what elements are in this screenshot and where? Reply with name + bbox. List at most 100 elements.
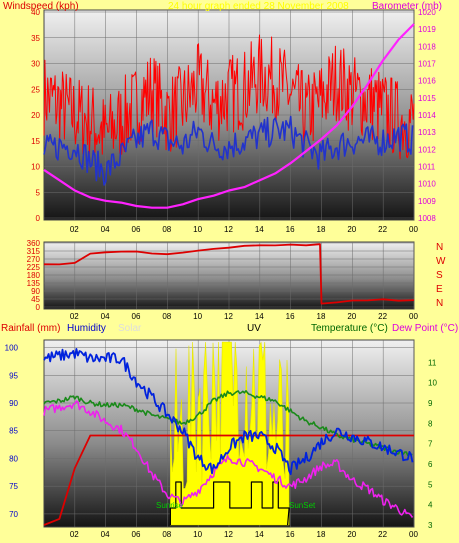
humidity-tick: 70 [9,510,18,519]
temperature-axis-title: Temperature (°C) [311,323,388,334]
humidity-series [43,347,414,476]
direction-tick: 45 [31,295,40,304]
temperature-x-tick: 10 [193,530,202,539]
temperature-tick: 10 [428,379,437,388]
temperature-x-tick: 06 [132,530,141,539]
direction-tick: 225 [27,263,41,272]
compass-label: E [436,284,443,295]
dew-point-series [43,400,414,518]
temperature-x-tick: 14 [255,530,264,539]
wind-x-tick: 20 [347,225,356,234]
direction-x-tick: 08 [162,312,171,321]
windspeed-axis-title: Windspeed (kph) [3,1,79,12]
barometer-tick: 1014 [418,111,436,120]
compass-label: N [436,298,443,309]
barometer-tick: 1010 [418,180,436,189]
temperature-x-tick: 16 [286,530,295,539]
direction-x-tick: 20 [347,312,356,321]
temperature-x-tick: 22 [378,530,387,539]
windspeed-tick: 20 [31,111,40,120]
barometer-tick: 1012 [418,145,436,154]
wind-x-tick: 04 [101,225,110,234]
wind-gust-series [43,34,415,160]
wind-x-tick: 06 [132,225,141,234]
barometer-tick: 1017 [418,60,436,69]
temperature-tick: 9 [428,399,433,408]
wind-average-series [43,115,414,186]
direction-x-tick: 16 [286,312,295,321]
barometer-tick: 1018 [418,42,436,51]
temperature-x-tick: 12 [224,530,233,539]
compass-label: W [436,256,446,267]
windspeed-tick: 0 [36,214,41,223]
windspeed-tick: 40 [31,8,40,17]
direction-x-tick: 00 [409,312,418,321]
dew-point-axis-title: Dew Point (°C) [392,323,458,334]
solar-series [170,341,290,526]
windspeed-tick: 5 [36,188,41,197]
barometer-tick: 1016 [418,77,436,86]
rainfall-axis-title: Rainfall (mm) [1,323,60,334]
wind-x-tick: 18 [317,225,326,234]
solar-legend-label: Solar [118,323,142,334]
temperature-tick: 4 [428,501,433,510]
direction-x-tick: 14 [255,312,264,321]
direction-tick: 315 [27,247,41,256]
uv-legend-label: UV [247,323,261,334]
barometer-tick: 1020 [418,8,436,17]
humidity-tick: 95 [9,371,18,380]
barometer-series [43,23,415,209]
temperature-tick: 7 [428,440,433,449]
compass-label: S [436,270,443,281]
direction-tick: 90 [31,287,40,296]
direction-x-tick: 02 [70,312,79,321]
wind-x-tick: 02 [70,225,79,234]
humidity-tick: 80 [9,454,18,463]
direction-tick: 270 [27,255,41,264]
direction-x-tick: 22 [378,312,387,321]
sunset-annotation: SunSet [289,501,316,510]
direction-x-tick: 12 [224,312,233,321]
uv-series [169,481,290,526]
temperature-tick: 6 [428,460,433,469]
humidity-tick: 85 [9,427,18,436]
windspeed-tick: 10 [31,163,40,172]
barometer-tick: 1019 [418,25,436,34]
barometer-tick: 1009 [418,197,436,206]
wind-x-tick: 22 [378,225,387,234]
barometer-tick: 1015 [418,94,436,103]
humidity-tick: 75 [9,482,18,491]
wind-x-tick: 16 [286,225,295,234]
windspeed-tick: 35 [31,34,40,43]
wind-direction-series [43,243,415,305]
direction-x-tick: 18 [317,312,326,321]
wind-x-tick: 12 [224,225,233,234]
direction-tick: 135 [27,279,41,288]
direction-x-tick: 04 [101,312,110,321]
wind-x-tick: 08 [162,225,171,234]
temperature-x-tick: 04 [101,530,110,539]
temperature-tick: 8 [428,419,433,428]
barometer-tick: 1011 [418,163,436,172]
windspeed-tick: 25 [31,85,40,94]
wind-x-tick: 00 [409,225,418,234]
humidity-tick: 100 [5,344,19,353]
wind-x-tick: 14 [255,225,264,234]
temperature-x-tick: 18 [317,530,326,539]
compass-label: N [436,242,443,253]
barometer-tick: 1013 [418,128,436,137]
temperature-tick: 11 [428,358,437,367]
humidity-tick: 90 [9,399,18,408]
temperature-x-tick: 08 [162,530,171,539]
direction-x-tick: 06 [132,312,141,321]
temperature-x-tick: 02 [70,530,79,539]
temperature-tick: 3 [428,521,433,530]
temperature-tick: 5 [428,480,433,489]
direction-tick: 360 [27,239,41,248]
windspeed-tick: 15 [31,137,40,146]
temperature-x-tick: 20 [347,530,356,539]
direction-tick: 0 [36,303,41,312]
windspeed-tick: 30 [31,60,40,69]
barometer-tick: 1008 [418,214,436,223]
